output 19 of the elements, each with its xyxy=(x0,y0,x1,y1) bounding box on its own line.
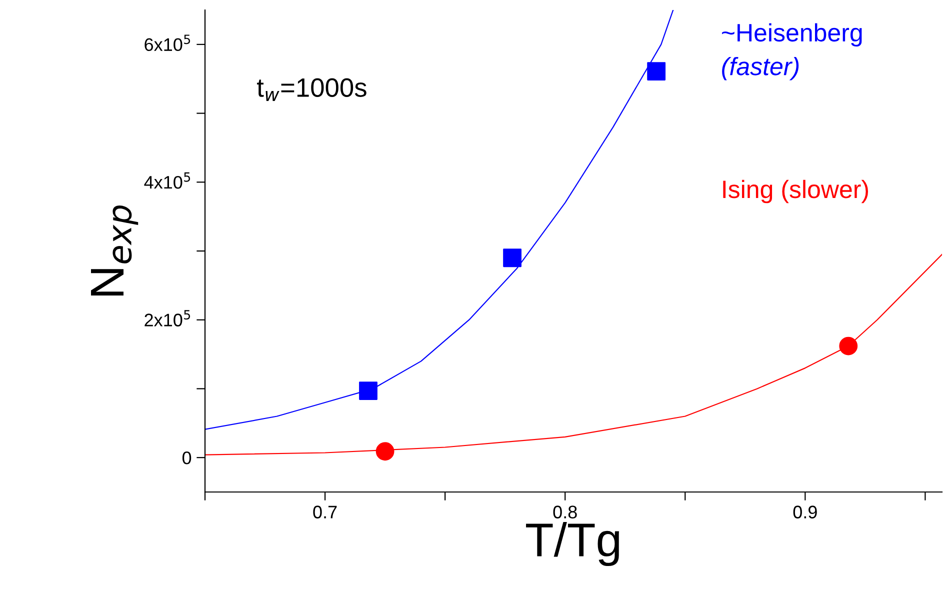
point xyxy=(647,62,666,80)
y-tick-label: 2x10$^{5}$ xyxy=(144,310,190,326)
annotation: (faster) xyxy=(722,56,799,80)
point xyxy=(359,382,378,400)
point xyxy=(839,336,858,356)
text: ~Heisenberg xyxy=(722,23,862,47)
annotation: t$_{w}$=1000s xyxy=(256,78,366,102)
point xyxy=(376,442,394,461)
x-axis-title: T/Tg xyxy=(526,522,619,566)
y-axis-title: N$_{exp}$ xyxy=(91,205,138,296)
point xyxy=(503,248,522,268)
text: Ising (slower) xyxy=(723,180,868,204)
line-series xyxy=(205,10,674,430)
x-tick-label: 0.8 xyxy=(553,506,577,518)
x-tick-label: 0.9 xyxy=(793,506,817,518)
y-tick-label: 4x10$^{5}$ xyxy=(144,172,190,189)
y-tick-label: 6x10$^{5}$ xyxy=(144,34,190,52)
x-tick-label: 0.7 xyxy=(313,506,337,518)
y-tick-label: 0 xyxy=(182,452,192,464)
